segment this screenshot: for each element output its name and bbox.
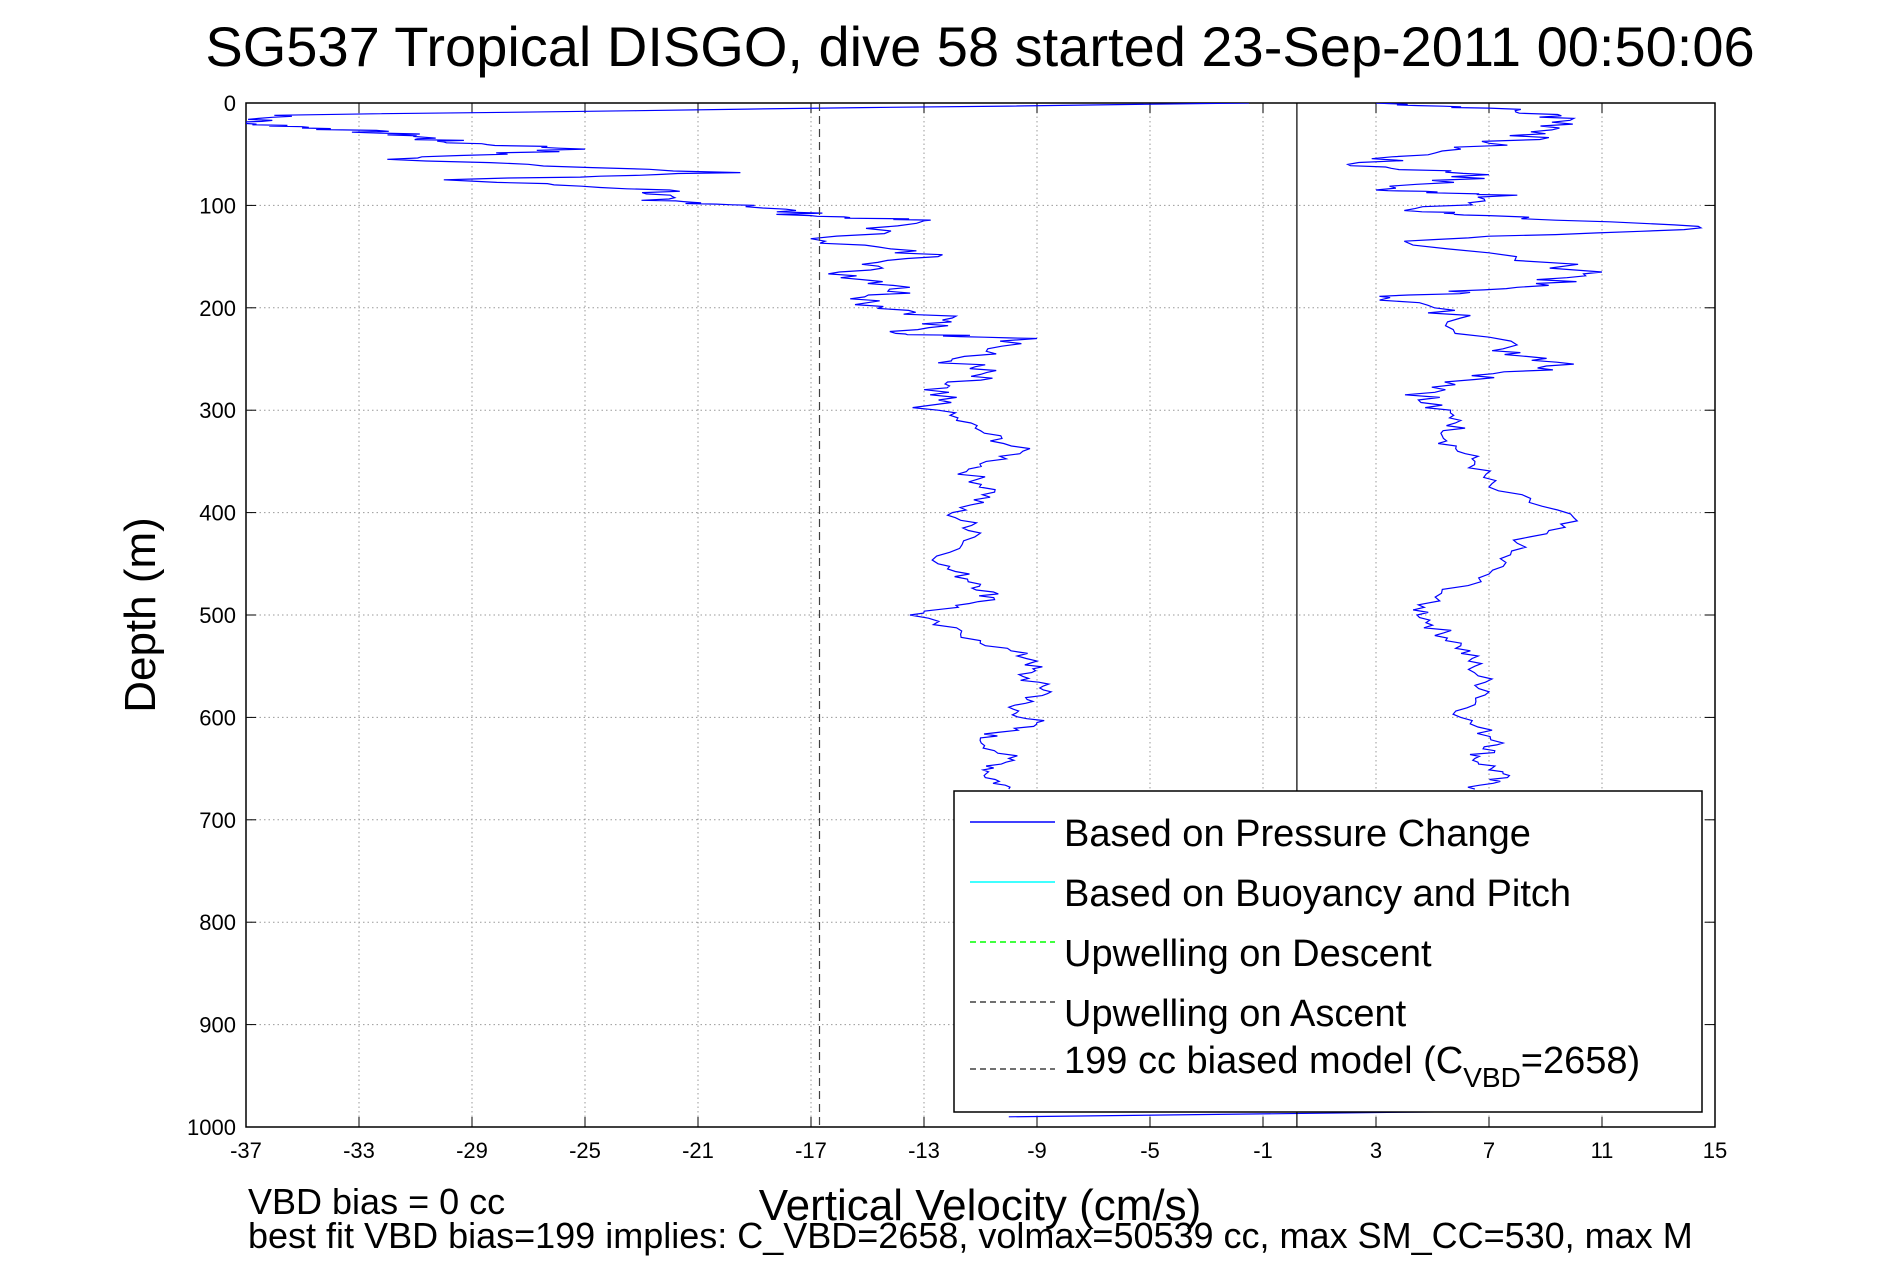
series-lines [246, 103, 1703, 1127]
x-tick-label: 15 [1703, 1138, 1727, 1163]
y-axis-ticks: 0 100 200 300 400 500 600 700 800 900 1000 [187, 91, 1715, 1140]
x-tick-label: -37 [230, 1138, 262, 1163]
legend-label-biased-model-main: 199 cc biased model (C [1064, 1040, 1463, 1082]
x-tick-label: -17 [795, 1138, 827, 1163]
y-tick-label: 0 [224, 91, 236, 116]
x-tick-label: 7 [1483, 1138, 1495, 1163]
x-tick-label: 3 [1370, 1138, 1382, 1163]
best-fit-note: best fit VBD bias=199 implies: C_VBD=265… [248, 1215, 1693, 1256]
y-tick-label: 700 [199, 808, 236, 833]
x-tick-label: -5 [1140, 1138, 1160, 1163]
legend-label-biased-model-sub: VBD [1463, 1062, 1521, 1093]
x-tick-label: -29 [456, 1138, 488, 1163]
series-line-pressure-descent [246, 103, 1249, 790]
y-tick-label: 600 [199, 705, 236, 730]
y-tick-label: 1000 [187, 1115, 236, 1140]
y-tick-label: 900 [199, 1013, 236, 1038]
vbd-bias-note: VBD bias = 0 cc [248, 1181, 505, 1222]
x-tick-label: -1 [1253, 1138, 1273, 1163]
legend-box [953, 790, 1703, 1113]
x-tick-label: -9 [1027, 1138, 1047, 1163]
legend-label-upwelling-ascent: Upwelling on Ascent [1064, 993, 1407, 1035]
x-tick-label: -13 [908, 1138, 940, 1163]
legend-label-biased-model: 199 cc biased model (CVBD=2658) [1064, 1040, 1640, 1093]
x-tick-label: -33 [343, 1138, 375, 1163]
y-tick-label: 300 [199, 398, 236, 423]
y-axis-label: Depth (m) [116, 517, 165, 713]
legend-label-upwelling-descent: Upwelling on Descent [1064, 933, 1432, 975]
chart-title: SG537 Tropical DISGO, dive 58 started 23… [205, 15, 1754, 78]
x-axis-ticks: -37 -33 -29 -25 -21 -17 -13 -9 -5 -1 3 7 11 15 [230, 103, 1727, 1163]
legend-label-biased-model-tail: =2658) [1521, 1040, 1640, 1082]
series-line-pressure-ascent [1345, 103, 1703, 790]
x-tick-label: -21 [682, 1138, 714, 1163]
y-tick-label: 200 [199, 296, 236, 321]
legend: Based on Pressure Change Based on Buoyan… [953, 790, 1703, 1113]
legend-label-buoyancy: Based on Buoyancy and Pitch [1064, 873, 1571, 915]
y-tick-label: 100 [199, 193, 236, 218]
y-tick-label: 500 [199, 603, 236, 628]
x-tick-label: -25 [569, 1138, 601, 1163]
x-axis-label: Vertical Velocity (cm/s) [759, 1181, 1202, 1230]
legend-label-pressure: Based on Pressure Change [1064, 813, 1531, 855]
y-tick-label: 400 [199, 501, 236, 526]
x-tick-label: 11 [1591, 1138, 1614, 1163]
y-tick-label: 800 [199, 910, 236, 935]
